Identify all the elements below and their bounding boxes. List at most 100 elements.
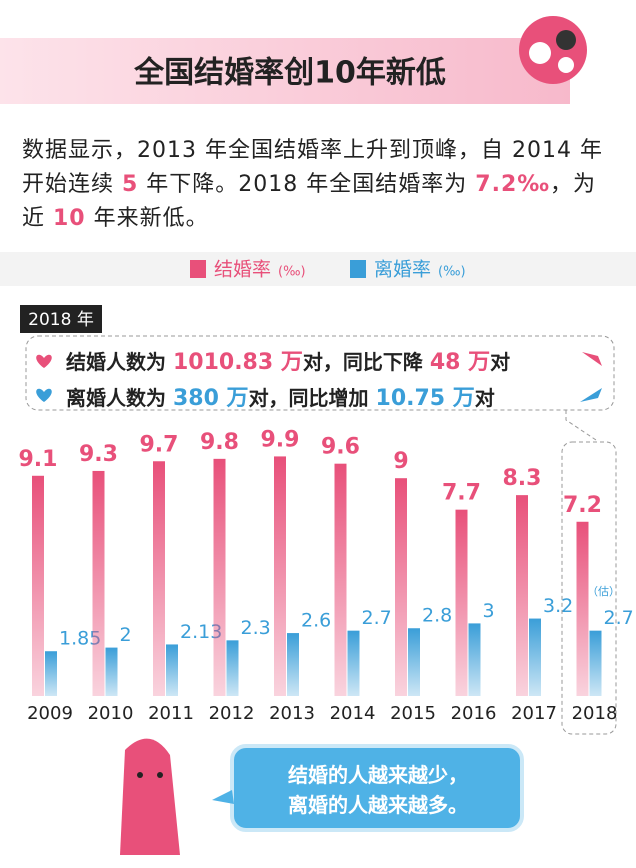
annotation-text: 对 — [474, 386, 495, 410]
value-label: 2.8 — [422, 605, 452, 627]
intro-text: 数据显示，2013 年全国结婚率上升到顶峰，自 2014 年开始连续 — [22, 138, 603, 197]
annotation-text: 对 — [490, 350, 511, 374]
broken-heart-icon — [36, 388, 52, 402]
bar — [213, 458, 226, 696]
speech-text: 结婚的人越来越少， — [288, 763, 468, 787]
x-tick-label: 2014 — [330, 703, 376, 724]
bar — [589, 630, 602, 696]
x-tick-label: 2011 — [148, 703, 194, 724]
icon-bubble — [519, 16, 587, 84]
icon-dot — [529, 42, 551, 64]
value-label: 7.7 — [442, 481, 481, 506]
annotation-text: 对，同比增加 — [248, 386, 376, 410]
x-tick-label: 2017 — [511, 703, 557, 724]
x-tick-label: 2018 — [572, 703, 618, 724]
bar — [166, 644, 178, 696]
value-label: 2.3 — [241, 617, 271, 639]
legend-label: 离婚率 — [374, 259, 431, 281]
icon-dot — [556, 30, 576, 50]
x-tick-label: 2010 — [88, 703, 134, 724]
bar — [576, 521, 589, 696]
mascot-eye — [157, 772, 163, 778]
intro-text: 5 — [122, 172, 139, 197]
bar — [347, 630, 360, 696]
value-label: 9.7 — [140, 432, 179, 457]
bar — [395, 478, 407, 696]
annotation-text: 10.75 万 — [375, 386, 475, 411]
legend-swatch — [190, 260, 206, 278]
icon-dot — [558, 57, 574, 73]
bar — [529, 618, 541, 696]
bar — [32, 475, 44, 696]
value-label: 2.13 — [180, 621, 222, 643]
year-tag — [20, 305, 102, 333]
value-label: 9.1 — [19, 447, 58, 472]
mascot-eye — [137, 772, 143, 778]
annotation-text: 结婚人数为 — [66, 350, 173, 374]
value-label: 7.2 — [563, 493, 602, 518]
bar — [153, 461, 165, 696]
bar — [408, 628, 420, 696]
legend-unit: (‰) — [278, 265, 306, 280]
mascot — [120, 738, 180, 855]
highlight-box — [561, 441, 617, 735]
annotation-text: 1010.83 万 — [172, 350, 303, 375]
value-label: 2.6 — [301, 610, 331, 632]
title-banner — [0, 38, 570, 104]
bar — [287, 633, 299, 696]
value-label: 3.2 — [543, 595, 573, 617]
value-label: 3 — [483, 600, 495, 622]
legend-band — [0, 252, 636, 286]
speech-tail — [212, 790, 234, 804]
bar — [516, 495, 528, 696]
x-tick-label: 2012 — [209, 703, 255, 724]
heart-icon — [36, 354, 52, 368]
chart-title: 全国结婚率创10年新低 — [133, 56, 446, 91]
bar — [105, 647, 118, 696]
value-label: 2 — [120, 624, 132, 646]
x-tick-label: 2016 — [451, 703, 497, 724]
x-tick-label: 2015 — [390, 703, 436, 724]
intro-text: 7.2‰ — [475, 172, 550, 197]
value-label: 1.85 — [59, 628, 101, 650]
annotation-text: 对，同比下降 — [302, 350, 430, 374]
connector — [565, 410, 597, 441]
x-tick-label: 2009 — [27, 703, 73, 724]
bar — [455, 509, 468, 696]
annotation-box — [25, 335, 615, 411]
intro: 数据显示，2013 年全国结婚率上升到顶峰，自 2014 年开始连续 5 年下降… — [22, 134, 617, 236]
estimate-label: （估） — [587, 585, 620, 598]
bar — [334, 463, 347, 696]
annotation-text: 380 万 — [172, 386, 249, 411]
intro-text: 10 — [53, 206, 86, 231]
value-label: 2.7 — [362, 607, 392, 629]
annotation-line: 结婚人数为 1010.83 万对，同比下降 48 万对 — [66, 344, 510, 376]
year-tag-label: 2018 年 — [28, 310, 94, 330]
legend-label: 结婚率 — [214, 259, 271, 281]
x-tick-label: 2013 — [269, 703, 315, 724]
legend-unit: (‰) — [438, 265, 466, 280]
intro-text: 年下降。2018 年全国结婚率为 — [138, 172, 476, 197]
annotation-line: 离婚人数为 380 万对，同比增加 10.75 万对 — [66, 380, 495, 412]
value-label: 9 — [393, 449, 408, 474]
speech: 结婚的人越来越少， 离婚的人越来越多。 — [238, 760, 518, 820]
speech-text: 离婚的人越来越多。 — [288, 793, 468, 817]
speech-bubble — [230, 744, 524, 832]
annotation-text: 48 万 — [429, 350, 491, 375]
value-label: 2.7 — [604, 607, 634, 629]
value-label: 9.9 — [261, 427, 300, 452]
value-label: 9.8 — [200, 430, 239, 455]
bar — [92, 470, 105, 696]
bar — [274, 456, 286, 696]
value-label: 8.3 — [503, 466, 542, 491]
intro-text: 年来新低。 — [85, 206, 209, 231]
value-label: 9.3 — [79, 442, 118, 467]
bar — [45, 651, 57, 696]
bar — [468, 623, 481, 696]
intro-text: ，为近 — [22, 172, 596, 231]
annotation-text: 离婚人数为 — [66, 386, 173, 410]
bar — [226, 640, 239, 696]
value-label: 9.6 — [321, 435, 360, 460]
